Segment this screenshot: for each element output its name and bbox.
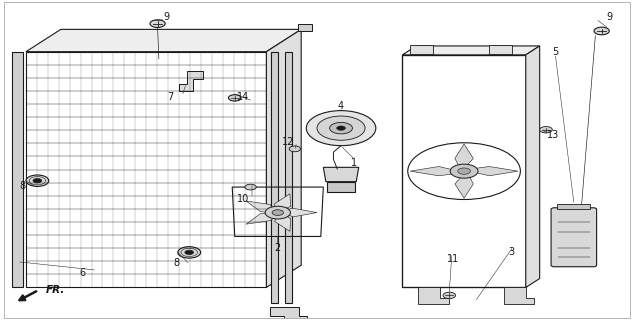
Polygon shape [270, 307, 307, 320]
Bar [298, 24, 312, 31]
Polygon shape [323, 167, 359, 182]
Text: 3: 3 [508, 247, 515, 257]
Circle shape [443, 292, 456, 299]
Circle shape [33, 179, 42, 183]
Polygon shape [275, 212, 290, 231]
Polygon shape [526, 46, 540, 287]
Circle shape [458, 168, 470, 174]
Text: 7: 7 [167, 92, 173, 102]
Polygon shape [179, 71, 203, 91]
Polygon shape [403, 46, 540, 55]
Circle shape [265, 206, 290, 219]
Polygon shape [503, 287, 534, 304]
Circle shape [330, 123, 353, 134]
Polygon shape [278, 208, 317, 217]
Polygon shape [418, 287, 449, 304]
Polygon shape [26, 29, 301, 52]
Circle shape [184, 250, 193, 255]
Polygon shape [455, 144, 474, 171]
Text: 10: 10 [237, 194, 249, 204]
Circle shape [245, 184, 256, 190]
Text: 8: 8 [20, 181, 26, 191]
Text: FR.: FR. [46, 285, 65, 295]
Text: 14: 14 [237, 92, 249, 102]
Circle shape [272, 210, 283, 215]
Circle shape [289, 146, 301, 152]
Polygon shape [489, 45, 512, 54]
Text: 9: 9 [164, 12, 169, 22]
Text: 1: 1 [351, 158, 357, 168]
Circle shape [150, 20, 165, 28]
Bar [327, 182, 355, 192]
Circle shape [178, 247, 200, 258]
Polygon shape [410, 166, 464, 176]
Bar [557, 204, 590, 209]
Text: 13: 13 [547, 130, 559, 140]
Circle shape [317, 116, 365, 140]
Circle shape [337, 126, 346, 130]
Text: 4: 4 [337, 101, 344, 111]
Circle shape [228, 95, 241, 101]
FancyBboxPatch shape [551, 208, 597, 267]
Text: 5: 5 [552, 47, 559, 57]
Text: 11: 11 [447, 254, 459, 264]
Bar [285, 52, 292, 303]
Circle shape [306, 111, 376, 146]
Polygon shape [464, 166, 518, 176]
Polygon shape [246, 214, 280, 224]
Text: 6: 6 [80, 268, 86, 278]
Circle shape [594, 27, 609, 35]
Polygon shape [410, 45, 433, 54]
Text: 12: 12 [282, 137, 295, 147]
Text: 8: 8 [174, 258, 179, 268]
Circle shape [26, 175, 49, 187]
Text: 9: 9 [606, 12, 612, 22]
Circle shape [540, 126, 552, 133]
Polygon shape [455, 171, 474, 198]
Polygon shape [266, 29, 301, 287]
Polygon shape [275, 194, 290, 212]
Bar [12, 52, 23, 287]
Text: 2: 2 [274, 243, 280, 252]
Circle shape [450, 164, 478, 178]
Polygon shape [246, 201, 276, 214]
Bar [271, 52, 278, 303]
